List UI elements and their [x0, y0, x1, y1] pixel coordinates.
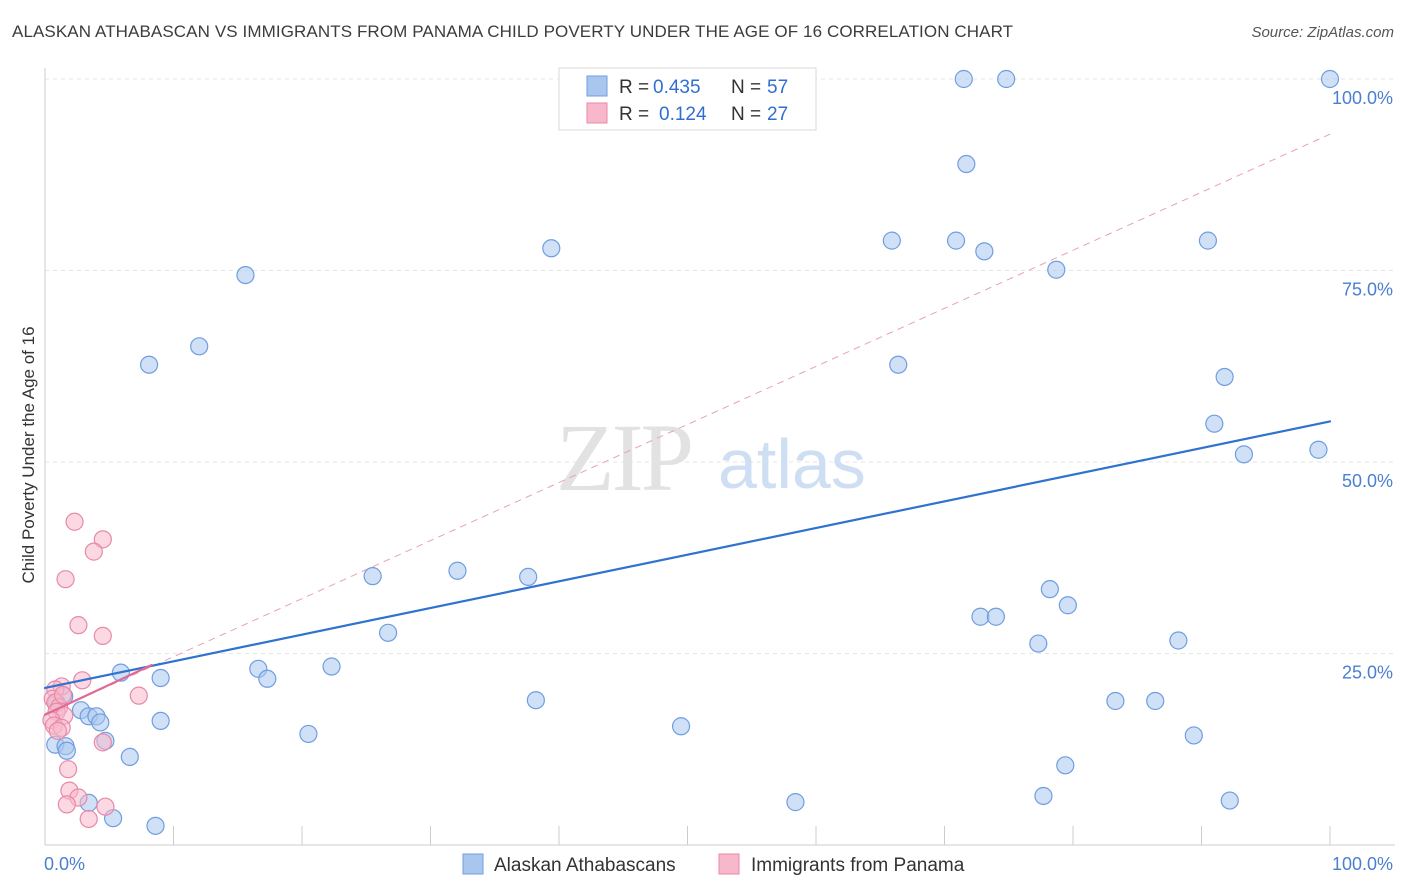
watermark-atlas: atlas: [718, 425, 866, 503]
watermark-zip: ZIP: [556, 404, 691, 511]
x-tick-labels: 0.0% 100.0%: [44, 854, 1393, 874]
point-athabascan-23: [971, 607, 990, 626]
point-athabascan-42: [151, 711, 170, 731]
point-athabascan-43: [671, 717, 691, 736]
trendline-0: [43, 420, 1332, 690]
point-athabascan-15: [1205, 414, 1224, 433]
point-athabascan-25: [378, 623, 398, 642]
point-panama-9: [129, 686, 148, 705]
legend-r-label-2: R =: [619, 104, 649, 125]
point-athabascan-27: [1169, 631, 1188, 650]
point-athabascan-24: [986, 607, 1006, 626]
point-athabascan-17: [1309, 440, 1328, 459]
point-panama-18: [48, 721, 67, 740]
point-panama-2: [84, 542, 103, 561]
point-athabascan-32: [258, 669, 277, 688]
point-athabascan-44: [299, 724, 318, 744]
y-tick-labels: 25.0% 50.0% 75.0% 100.0%: [1332, 88, 1393, 683]
chart-title: ALASKAN ATHABASCAN VS IMMIGRANTS FROM PA…: [12, 22, 1014, 41]
point-athabascan-16: [1234, 445, 1254, 464]
y-axis-label: Child Poverty Under the Age of 16: [19, 326, 38, 583]
point-athabascan-9: [1047, 260, 1066, 279]
point-panama-3: [56, 570, 75, 589]
point-athabascan-51: [1056, 756, 1075, 775]
data-points: [42, 69, 1340, 835]
legend-swatch-pink: [586, 102, 608, 124]
point-panama-0: [65, 512, 84, 531]
x-tick-label-1: 100.0%: [1332, 854, 1393, 874]
correlation-legend: R = 0.435 N = 57 R = 0.124 N = 27: [558, 67, 817, 131]
point-athabascan-14: [1215, 367, 1234, 387]
point-panama-20: [59, 760, 78, 779]
x-tick-label-0: 0.0%: [44, 854, 85, 874]
point-athabascan-5: [882, 231, 901, 250]
bottom-legend-label-1: Alaskan Athabascans: [494, 855, 676, 876]
point-athabascan-4: [542, 239, 561, 258]
legend-r-label-1: R =: [619, 77, 649, 98]
point-athabascan-21: [1040, 580, 1059, 599]
legend-swatch-blue: [586, 75, 608, 97]
point-athabascan-37: [1146, 691, 1165, 711]
point-athabascan-0: [954, 69, 973, 89]
point-athabascan-19: [363, 567, 382, 586]
source-label: Source: ZipAtlas.com: [1251, 24, 1394, 41]
point-panama-4: [69, 616, 88, 635]
bottom-legend-swatch-pink: [718, 853, 740, 875]
point-athabascan-50: [120, 747, 139, 767]
y-tick-label-0: 25.0%: [1342, 663, 1393, 683]
point-athabascan-52: [1034, 786, 1053, 806]
series-legend: Alaskan Athabascans Immigrants from Pana…: [462, 853, 965, 876]
legend-r-value-1: 0.435: [653, 77, 701, 98]
point-athabascan-49: [57, 741, 76, 760]
point-panama-1: [93, 530, 112, 549]
point-athabascan-22: [1058, 596, 1077, 615]
legend-n-value-2: 27: [767, 104, 788, 125]
legend-r-value-2: 0.124: [659, 104, 707, 125]
point-athabascan-2: [1320, 69, 1340, 89]
legend-n-value-1: 57: [767, 77, 788, 98]
point-athabascan-31: [151, 668, 170, 688]
point-athabascan-11: [190, 337, 209, 356]
point-athabascan-57: [146, 816, 165, 835]
grid-lines: [45, 78, 1395, 654]
point-athabascan-13: [889, 355, 908, 374]
point-athabascan-20: [519, 567, 538, 587]
point-athabascan-8: [1198, 231, 1218, 250]
point-panama-26: [53, 685, 73, 704]
point-athabascan-1: [997, 69, 1016, 89]
y-tick-label-2: 75.0%: [1342, 280, 1393, 300]
point-athabascan-54: [786, 793, 805, 812]
point-panama-23: [57, 795, 76, 814]
trendlines: [43, 420, 1332, 716]
point-panama-25: [79, 809, 98, 829]
point-athabascan-35: [526, 691, 545, 710]
point-panama-5: [93, 626, 112, 645]
point-panama-24: [96, 797, 115, 816]
point-athabascan-18: [448, 561, 467, 580]
point-athabascan-3: [957, 154, 976, 174]
point-athabascan-36: [1106, 691, 1125, 711]
point-athabascan-55: [1220, 791, 1239, 810]
point-athabascan-45: [1184, 726, 1203, 745]
y-tick-label-3: 100.0%: [1332, 88, 1393, 108]
bottom-legend-label-2: Immigrants from Panama: [751, 855, 965, 876]
bottom-legend-swatch-blue: [462, 853, 484, 875]
trendline-1: [43, 663, 153, 716]
point-athabascan-6: [946, 231, 966, 250]
point-athabascan-12: [139, 355, 159, 374]
point-panama-19: [93, 733, 112, 752]
legend-n-label-1: N =: [731, 77, 761, 98]
y-tick-label-1: 50.0%: [1342, 471, 1393, 491]
point-athabascan-30: [322, 657, 341, 676]
point-athabascan-7: [975, 242, 994, 261]
point-athabascan-41: [91, 713, 110, 732]
point-athabascan-10: [236, 265, 255, 285]
point-athabascan-26: [1029, 634, 1048, 653]
legend-n-label-2: N =: [731, 104, 761, 125]
watermark: ZIP atlas: [556, 404, 866, 511]
